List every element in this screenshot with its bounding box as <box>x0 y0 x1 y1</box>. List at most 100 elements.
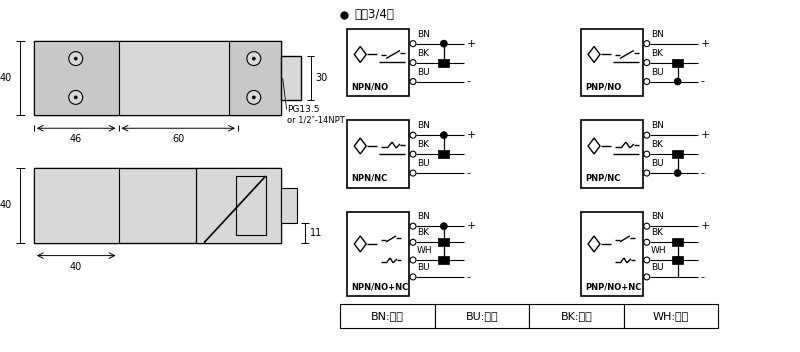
Circle shape <box>644 223 650 229</box>
Bar <box>347 120 409 188</box>
Bar <box>34 41 281 115</box>
Polygon shape <box>588 46 600 62</box>
Bar <box>281 56 301 100</box>
Bar <box>196 168 281 243</box>
Circle shape <box>440 40 447 47</box>
Circle shape <box>69 52 82 65</box>
Circle shape <box>644 239 650 245</box>
Circle shape <box>252 96 255 99</box>
Text: PNP/NO+NC: PNP/NO+NC <box>585 282 642 291</box>
Bar <box>34 41 118 115</box>
Circle shape <box>247 90 261 105</box>
Text: BN: BN <box>650 30 664 39</box>
Text: NPN/NC: NPN/NC <box>351 174 387 183</box>
Bar <box>340 304 435 328</box>
Bar <box>118 41 229 115</box>
Bar <box>581 120 643 188</box>
Circle shape <box>74 96 78 99</box>
Circle shape <box>644 257 650 263</box>
Text: +: + <box>701 130 710 140</box>
Bar <box>672 256 682 264</box>
Bar <box>672 150 682 158</box>
Text: -: - <box>701 272 705 282</box>
Text: BK: BK <box>417 49 429 58</box>
Text: BN: BN <box>417 121 430 130</box>
Text: BN: BN <box>650 212 664 221</box>
Text: BN: BN <box>417 212 430 221</box>
Circle shape <box>410 223 416 229</box>
Circle shape <box>674 78 681 85</box>
Text: BN: BN <box>650 121 664 130</box>
Text: BU:兰色: BU:兰色 <box>466 311 498 321</box>
Text: BK: BK <box>650 49 662 58</box>
Circle shape <box>410 170 416 176</box>
Bar <box>236 176 266 235</box>
Text: 11: 11 <box>310 228 322 238</box>
Bar <box>281 188 297 223</box>
Text: BK: BK <box>650 228 662 237</box>
Circle shape <box>410 132 416 138</box>
Text: 46: 46 <box>70 134 82 144</box>
Text: -: - <box>701 168 705 178</box>
Bar <box>438 256 449 264</box>
Bar <box>581 212 643 296</box>
Circle shape <box>410 151 416 157</box>
Text: -: - <box>701 76 705 87</box>
Text: -: - <box>466 272 470 282</box>
Circle shape <box>674 257 681 264</box>
Text: BK: BK <box>417 228 429 237</box>
Text: 60: 60 <box>172 134 184 144</box>
Polygon shape <box>588 138 600 154</box>
Circle shape <box>410 59 416 65</box>
Circle shape <box>410 78 416 84</box>
Text: -: - <box>466 76 470 87</box>
Circle shape <box>410 274 416 280</box>
Text: BU: BU <box>650 263 663 272</box>
Circle shape <box>440 223 447 230</box>
Text: BU: BU <box>417 159 430 168</box>
Polygon shape <box>354 236 366 252</box>
Circle shape <box>410 257 416 263</box>
Text: +: + <box>466 221 476 231</box>
Bar <box>435 304 530 328</box>
Text: BN: BN <box>417 30 430 39</box>
Text: BN:棕色: BN:棕色 <box>371 311 404 321</box>
Circle shape <box>674 170 681 177</box>
Text: BU: BU <box>417 263 430 272</box>
Bar <box>438 238 449 246</box>
Circle shape <box>644 151 650 157</box>
Polygon shape <box>354 46 366 62</box>
Text: BK:黑色: BK:黑色 <box>561 311 593 321</box>
Text: PNP/NO: PNP/NO <box>585 82 622 92</box>
Text: 直涁3/4线: 直涁3/4线 <box>354 8 394 21</box>
Bar <box>672 58 682 67</box>
Text: BU: BU <box>650 159 663 168</box>
Text: +: + <box>701 221 710 231</box>
Text: 40: 40 <box>70 262 82 271</box>
Text: BU: BU <box>417 68 430 76</box>
Circle shape <box>69 90 82 105</box>
Text: WH:白色: WH:白色 <box>653 311 690 321</box>
Text: BU: BU <box>650 68 663 76</box>
Text: -: - <box>466 168 470 178</box>
Bar <box>347 29 409 96</box>
Text: 30: 30 <box>315 73 328 83</box>
Circle shape <box>644 78 650 84</box>
Text: BK: BK <box>650 140 662 149</box>
Text: PG13.5: PG13.5 <box>286 105 319 114</box>
Text: 40: 40 <box>0 200 12 210</box>
Text: or 1/2″-14NPT: or 1/2″-14NPT <box>286 116 344 125</box>
Bar <box>34 168 281 243</box>
Bar <box>581 29 643 96</box>
Text: NPN/NO: NPN/NO <box>351 82 389 92</box>
Circle shape <box>644 59 650 65</box>
Circle shape <box>644 274 650 280</box>
Text: +: + <box>466 130 476 140</box>
Text: 40: 40 <box>0 73 12 83</box>
Bar <box>672 238 682 246</box>
Circle shape <box>410 40 416 46</box>
Bar <box>438 58 449 67</box>
Circle shape <box>410 239 416 245</box>
Text: NPN/NO+NC: NPN/NO+NC <box>351 282 409 291</box>
Bar <box>624 304 718 328</box>
